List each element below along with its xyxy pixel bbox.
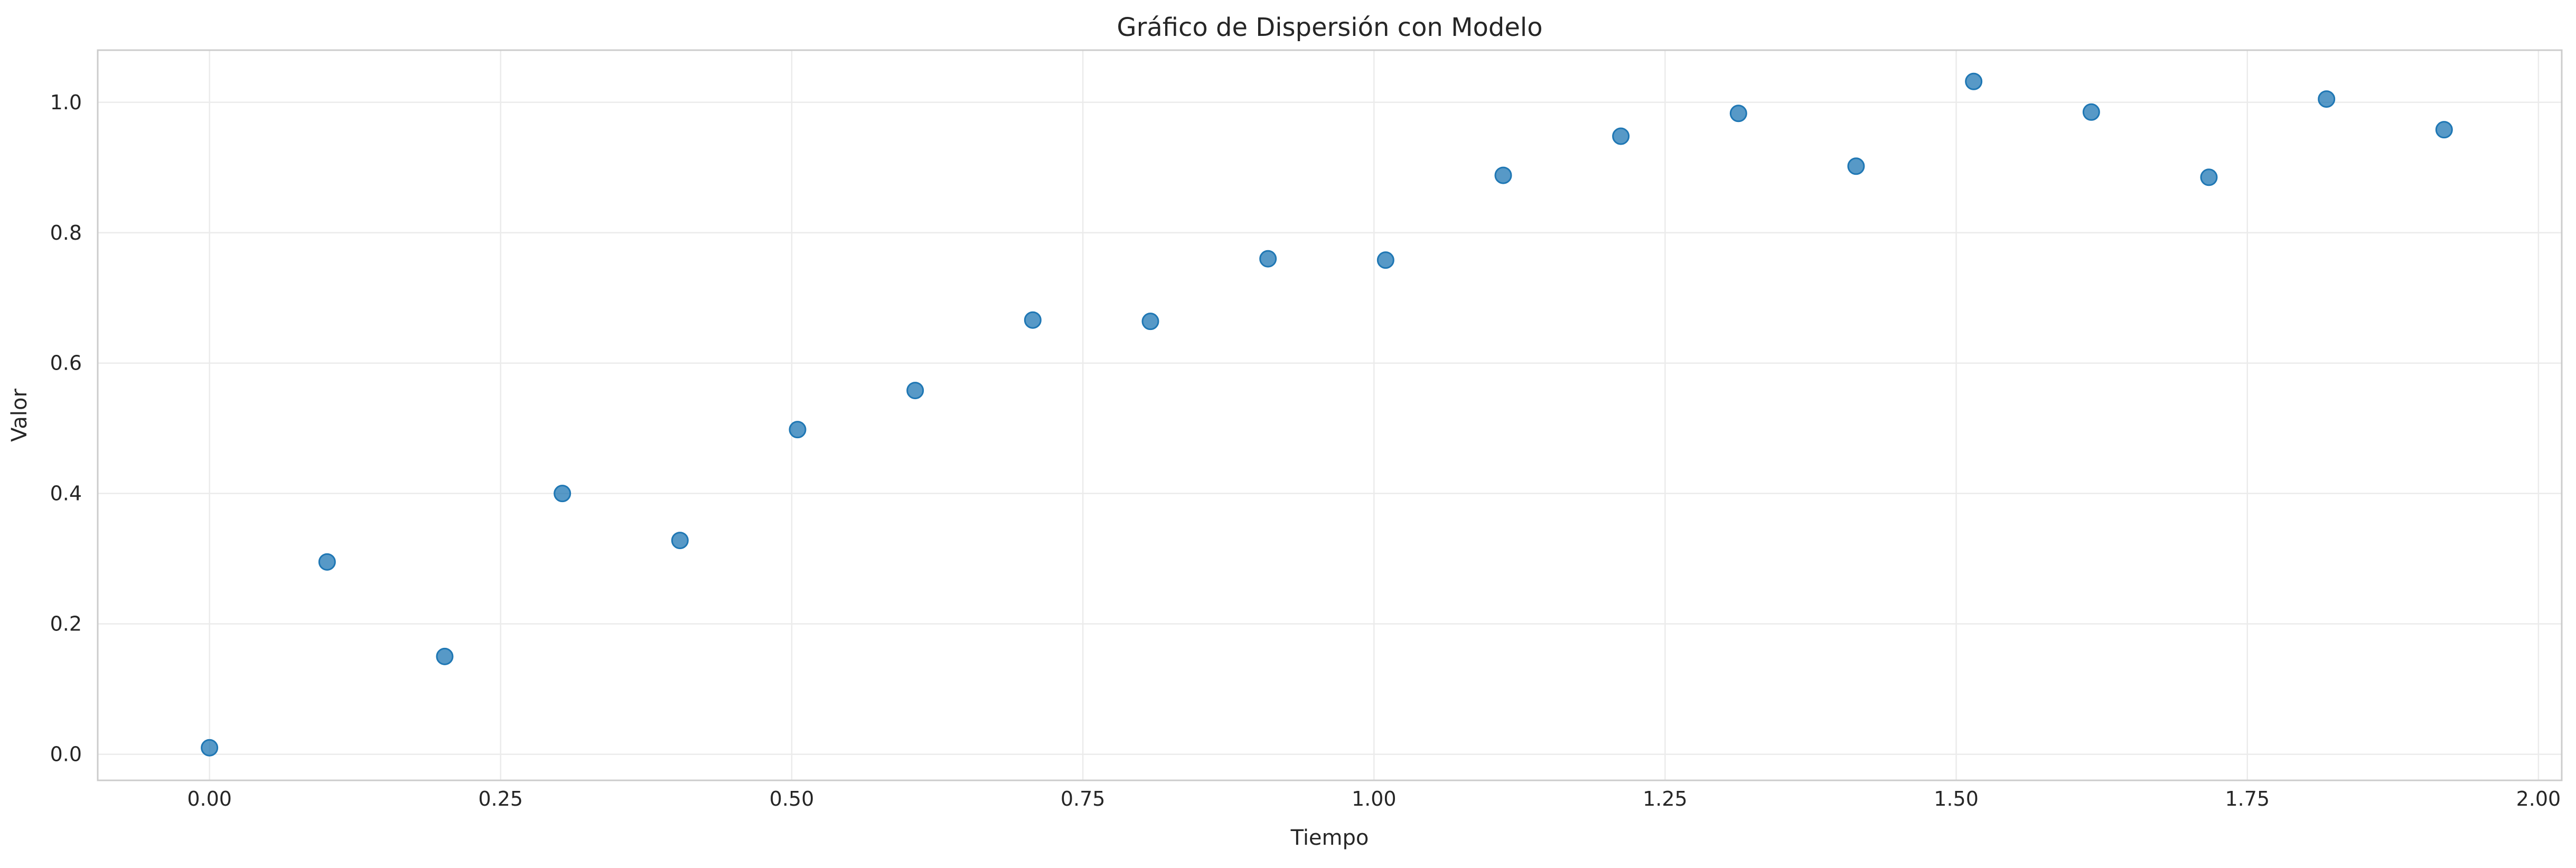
scatter-point [436, 647, 454, 665]
scatter-point [2082, 103, 2100, 121]
y-tick-label: 0.6 [50, 352, 82, 375]
x-tick-label: 0.00 [187, 787, 232, 810]
scatter-point [1612, 127, 1630, 145]
x-tick-label: 1.00 [1352, 787, 1397, 810]
x-tick-label: 0.75 [1061, 787, 1106, 810]
y-tick-label: 1.0 [50, 91, 82, 114]
y-axis-ticks: 0.0 0.2 0.4 0.6 0.8 1.0 [50, 91, 82, 766]
scatter-point [789, 421, 807, 439]
scatter-point [1729, 105, 1747, 122]
x-tick-label: 1.50 [1934, 787, 1979, 810]
scatter-point [1376, 251, 1394, 269]
scatter-point [1965, 72, 1983, 90]
y-axis-label: Valor [7, 389, 32, 442]
scatter-point [2200, 168, 2218, 186]
y-tick-label: 0.8 [50, 221, 82, 244]
scatter-point [1024, 311, 1042, 329]
y-tick-label: 0.0 [50, 743, 82, 766]
x-tick-label: 0.50 [770, 787, 814, 810]
plot-frame [97, 49, 2563, 781]
y-tick-label: 0.4 [50, 482, 82, 505]
x-tick-label: 1.25 [1643, 787, 1688, 810]
scatter-point [554, 485, 572, 503]
grid-layer [98, 50, 2562, 780]
x-axis-ticks: 0.00 0.25 0.50 0.75 1.00 1.25 1.50 1.75 2.00 [187, 787, 2561, 810]
chart-title: Gráfico de Dispersión con Modelo [1117, 13, 1542, 42]
scatter-point [1259, 250, 1277, 268]
scatter-point [2435, 121, 2453, 139]
x-tick-label: 1.75 [2225, 787, 2270, 810]
points-layer [201, 72, 2453, 757]
scatter-point [1141, 313, 1159, 331]
scatter-point [1494, 166, 1512, 184]
scatter-point [906, 382, 924, 400]
scatter-point [2318, 90, 2336, 108]
y-tick-label: 0.2 [50, 612, 82, 636]
scatter-point [201, 739, 219, 757]
scatter-point [671, 532, 689, 550]
x-tick-label: 0.25 [478, 787, 523, 810]
x-tick-label: 2.00 [2516, 787, 2561, 810]
scatter-point [1847, 157, 1865, 175]
scatter-point [318, 553, 336, 571]
x-axis-label: Tiempo [1290, 826, 1369, 850]
